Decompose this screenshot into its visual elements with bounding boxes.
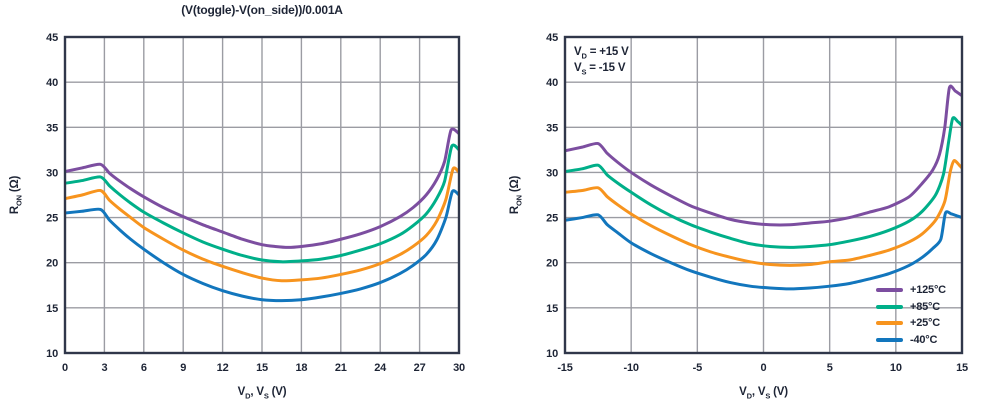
subscript-text: S (263, 391, 269, 401)
label-text: = +15 V (586, 46, 629, 58)
annotation-line-1: VD = +15 V (574, 44, 629, 60)
x-tick-label: 18 (295, 362, 307, 374)
x-tick-label: 5 (827, 362, 833, 374)
label-text: (Ω) (9, 175, 21, 196)
curve-plus-85c (65, 143, 459, 264)
x-tick-label: 12 (217, 362, 229, 374)
subscript-text: S (765, 391, 771, 401)
y-tick-label: 25 (46, 213, 58, 225)
right-chart-y-axis-label: RON (Ω) (509, 175, 524, 215)
subscript-text: S (581, 67, 587, 77)
y-tick-label: 25 (546, 213, 558, 225)
left-chart-title: (V(toggle)-V(on_side))/0.001A (181, 3, 343, 17)
right-chart-legend: +125°C +85°C +25°C -40°C (876, 282, 946, 348)
label-text: (V) (268, 386, 287, 398)
left-chart-x-axis-label: VD, VS (V) (65, 386, 459, 401)
legend-label: +125°C (910, 284, 946, 297)
legend-row: +85°C (876, 299, 946, 316)
y-tick-label: 10 (46, 348, 58, 360)
x-tick-label: 21 (335, 362, 347, 374)
y-tick-label: 10 (546, 348, 558, 360)
curve-minus-40c (565, 210, 962, 291)
label-text: (Ω) (509, 175, 521, 196)
label-text: R (509, 206, 521, 215)
label-text: (V) (770, 386, 788, 398)
label-text: V (574, 62, 582, 74)
x-tick-label: 0 (62, 362, 68, 374)
right-chart: -15 -10 -5 0 5 10 15 10 15 20 25 30 35 40 45 (546, 32, 968, 374)
curve-plus-85c (565, 116, 962, 249)
y-tick-label: 35 (46, 122, 58, 134)
x-tick-label: 24 (374, 362, 387, 374)
x-tick-label: -15 (557, 362, 572, 374)
y-tick-label: 30 (46, 167, 58, 179)
label-text: , V (751, 386, 766, 398)
y-tick-label: 45 (46, 32, 58, 44)
label-text: , V (250, 386, 264, 398)
y-tick-label: 15 (546, 303, 558, 315)
y-tick-label: 35 (546, 122, 558, 134)
subscript-text: ON (514, 195, 524, 207)
legend-row: +125°C (876, 282, 946, 299)
left-chart-y-axis-label: RON (Ω) (9, 175, 24, 215)
y-tick-label: 40 (546, 77, 558, 89)
x-tick-label: 15 (956, 362, 968, 374)
legend-row: -40°C (876, 332, 946, 349)
left-chart: 0 3 6 9 12 15 18 21 24 27 30 10 15 20 25 30 35 40 45 (46, 32, 465, 374)
x-tick-label: 0 (761, 362, 767, 374)
x-tick-label: 6 (141, 362, 147, 374)
x-tick-label: 10 (890, 362, 902, 374)
subscript-text: D (746, 391, 752, 401)
x-tick-label: -5 (693, 362, 702, 374)
curves-group (65, 127, 459, 303)
curve-plus-25c (65, 166, 459, 283)
curve-minus-40c (65, 189, 459, 303)
curve-plus-125c (65, 127, 459, 249)
legend-label: +85°C (910, 300, 941, 313)
x-tick-label: 30 (453, 362, 465, 374)
legend-row: +25°C (876, 315, 946, 332)
label-text: V (574, 46, 582, 58)
y-tick-label: 45 (546, 32, 558, 44)
x-tick-label: -10 (624, 362, 639, 374)
curve-plus-25c (565, 159, 962, 267)
label-text: V (237, 386, 246, 398)
label-text: V (739, 386, 747, 398)
subscript-text: D (581, 51, 587, 61)
x-tick-label: 3 (101, 362, 107, 374)
right-chart-annotation: VD = +15 V VS = -15 V (574, 44, 629, 76)
annotation-line-2: VS = -15 V (574, 60, 629, 76)
legend-label: +25°C (910, 317, 941, 330)
x-tick-label: 27 (414, 362, 426, 374)
label-text: R (9, 206, 21, 215)
subscript-text: ON (14, 195, 24, 207)
curve-plus-125c (565, 84, 962, 227)
y-tick-label: 15 (46, 303, 58, 315)
legend-line-swatch (876, 304, 903, 309)
plot-frame (63, 35, 461, 355)
y-tick-label: 20 (546, 258, 558, 270)
y-tick-label: 30 (546, 167, 558, 179)
subscript-text: D (245, 391, 251, 401)
label-text: = -15 V (586, 62, 626, 74)
plot-frame (563, 35, 964, 355)
legend-line-swatch (876, 321, 903, 326)
legend-label: -40°C (910, 333, 938, 346)
curves-group (565, 84, 962, 291)
x-tick-label: 15 (256, 362, 268, 374)
y-tick-label: 40 (46, 77, 58, 89)
legend-line-swatch (876, 288, 903, 293)
legend-line-swatch (876, 337, 903, 342)
right-chart-x-axis-label: VD, VS (V) (565, 386, 962, 401)
x-tick-label: 9 (180, 362, 186, 374)
y-tick-label: 20 (46, 258, 58, 270)
